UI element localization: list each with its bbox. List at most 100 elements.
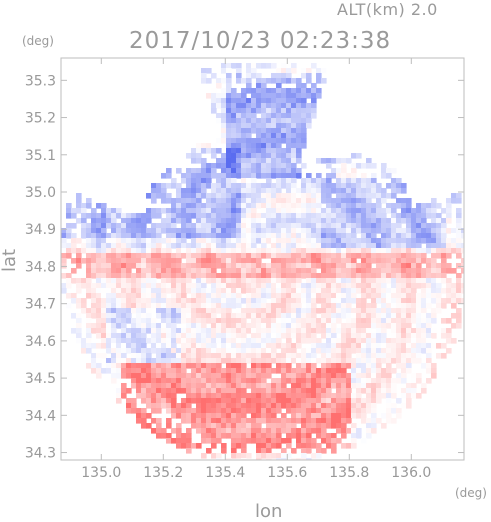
heatmap-cell bbox=[181, 418, 187, 424]
heatmap-cell bbox=[346, 298, 352, 304]
heatmap-cell bbox=[196, 418, 202, 424]
heatmap-cell bbox=[336, 283, 342, 289]
heatmap-cell bbox=[336, 388, 342, 394]
heatmap-cell bbox=[386, 323, 392, 329]
heatmap-cell bbox=[201, 258, 207, 264]
heatmap-cell bbox=[336, 168, 342, 174]
heatmap-cell bbox=[301, 83, 307, 89]
heatmap-cell bbox=[261, 288, 267, 294]
heatmap-cell bbox=[296, 378, 302, 384]
heatmap-cell bbox=[86, 313, 92, 319]
heatmap-cell bbox=[301, 128, 307, 134]
heatmap-cell bbox=[241, 228, 247, 234]
heatmap-cell bbox=[131, 228, 137, 234]
heatmap-cell bbox=[386, 418, 392, 424]
heatmap-cell bbox=[246, 323, 252, 329]
heatmap-cell bbox=[451, 243, 457, 249]
heatmap-cell bbox=[236, 118, 242, 124]
heatmap-cell bbox=[331, 308, 337, 314]
heatmap-cell bbox=[231, 183, 237, 189]
heatmap-cell bbox=[216, 308, 222, 314]
heatmap-cell bbox=[71, 238, 77, 244]
heatmap-cell bbox=[296, 443, 302, 449]
heatmap-cell bbox=[161, 198, 167, 204]
heatmap-cell bbox=[231, 388, 237, 394]
heatmap-cell bbox=[221, 333, 227, 339]
heatmap-cell bbox=[316, 393, 322, 399]
heatmap-cell bbox=[146, 313, 152, 319]
heatmap-cell bbox=[76, 288, 82, 294]
heatmap-cell bbox=[276, 113, 282, 119]
heatmap-cell bbox=[321, 178, 327, 184]
heatmap-cell bbox=[241, 308, 247, 314]
heatmap-cell bbox=[161, 353, 167, 359]
heatmap-cell bbox=[251, 353, 257, 359]
heatmap-cell bbox=[246, 143, 252, 149]
heatmap-cell bbox=[451, 298, 457, 304]
heatmap-cell bbox=[161, 348, 167, 354]
heatmap-cell bbox=[241, 198, 247, 204]
heatmap-cell bbox=[316, 263, 322, 269]
heatmap-cell bbox=[236, 363, 242, 369]
heatmap-cell bbox=[426, 213, 432, 219]
heatmap-cell bbox=[296, 238, 302, 244]
heatmap-cell bbox=[271, 203, 277, 209]
heatmap-cell bbox=[71, 298, 77, 304]
heatmap-cell bbox=[321, 158, 327, 164]
heatmap-cell bbox=[341, 298, 347, 304]
heatmap-cell bbox=[366, 183, 372, 189]
heatmap-cell bbox=[251, 313, 257, 319]
heatmap-cell bbox=[221, 303, 227, 309]
heatmap-cell bbox=[401, 203, 407, 209]
heatmap-cell bbox=[161, 228, 167, 234]
heatmap-cell bbox=[341, 193, 347, 199]
heatmap-cell bbox=[356, 333, 362, 339]
heatmap-cell bbox=[236, 233, 242, 239]
heatmap-cell bbox=[316, 248, 322, 254]
heatmap-cell bbox=[321, 63, 327, 69]
heatmap-cell bbox=[186, 398, 192, 404]
heatmap-cell bbox=[86, 268, 92, 274]
heatmap-cell bbox=[186, 433, 192, 439]
heatmap-cell bbox=[96, 358, 102, 364]
heatmap-cell bbox=[141, 418, 147, 424]
heatmap-cell bbox=[431, 258, 437, 264]
heatmap-cell bbox=[281, 263, 287, 269]
heatmap-cell bbox=[266, 138, 272, 144]
heatmap-cell bbox=[196, 223, 202, 229]
heatmap-cell bbox=[306, 333, 312, 339]
heatmap-cell bbox=[116, 303, 122, 309]
heatmap-cell bbox=[131, 263, 137, 269]
heatmap-cell bbox=[241, 138, 247, 144]
heatmap-cell bbox=[376, 348, 382, 354]
heatmap-cell bbox=[411, 318, 417, 324]
heatmap-cell bbox=[401, 188, 407, 194]
heatmap-cell bbox=[171, 228, 177, 234]
heatmap-cell bbox=[351, 233, 357, 239]
heatmap-cell bbox=[246, 343, 252, 349]
heatmap-cell bbox=[461, 278, 464, 284]
heatmap-cell bbox=[321, 208, 327, 214]
heatmap-cell bbox=[231, 428, 237, 434]
heatmap-cell bbox=[401, 258, 407, 264]
heatmap-cell bbox=[281, 428, 287, 434]
heatmap-cell bbox=[346, 273, 352, 279]
heatmap-cell bbox=[241, 188, 247, 194]
heatmap-cell bbox=[371, 298, 377, 304]
heatmap-cell bbox=[281, 178, 287, 184]
heatmap-cell bbox=[261, 253, 267, 259]
heatmap-cell bbox=[196, 173, 202, 179]
heatmap-cell bbox=[141, 303, 147, 309]
heatmap-cell bbox=[151, 253, 157, 259]
heatmap-cell bbox=[296, 393, 302, 399]
heatmap-cell bbox=[101, 258, 107, 264]
heatmap-cell bbox=[316, 418, 322, 424]
heatmap-cell bbox=[351, 298, 357, 304]
heatmap-cell bbox=[296, 343, 302, 349]
heatmap-cell bbox=[181, 268, 187, 274]
heatmap-cell bbox=[216, 203, 222, 209]
heatmap-cell bbox=[391, 338, 397, 344]
heatmap-cell bbox=[276, 173, 282, 179]
heatmap-cell bbox=[206, 288, 212, 294]
heatmap-cell bbox=[391, 188, 397, 194]
